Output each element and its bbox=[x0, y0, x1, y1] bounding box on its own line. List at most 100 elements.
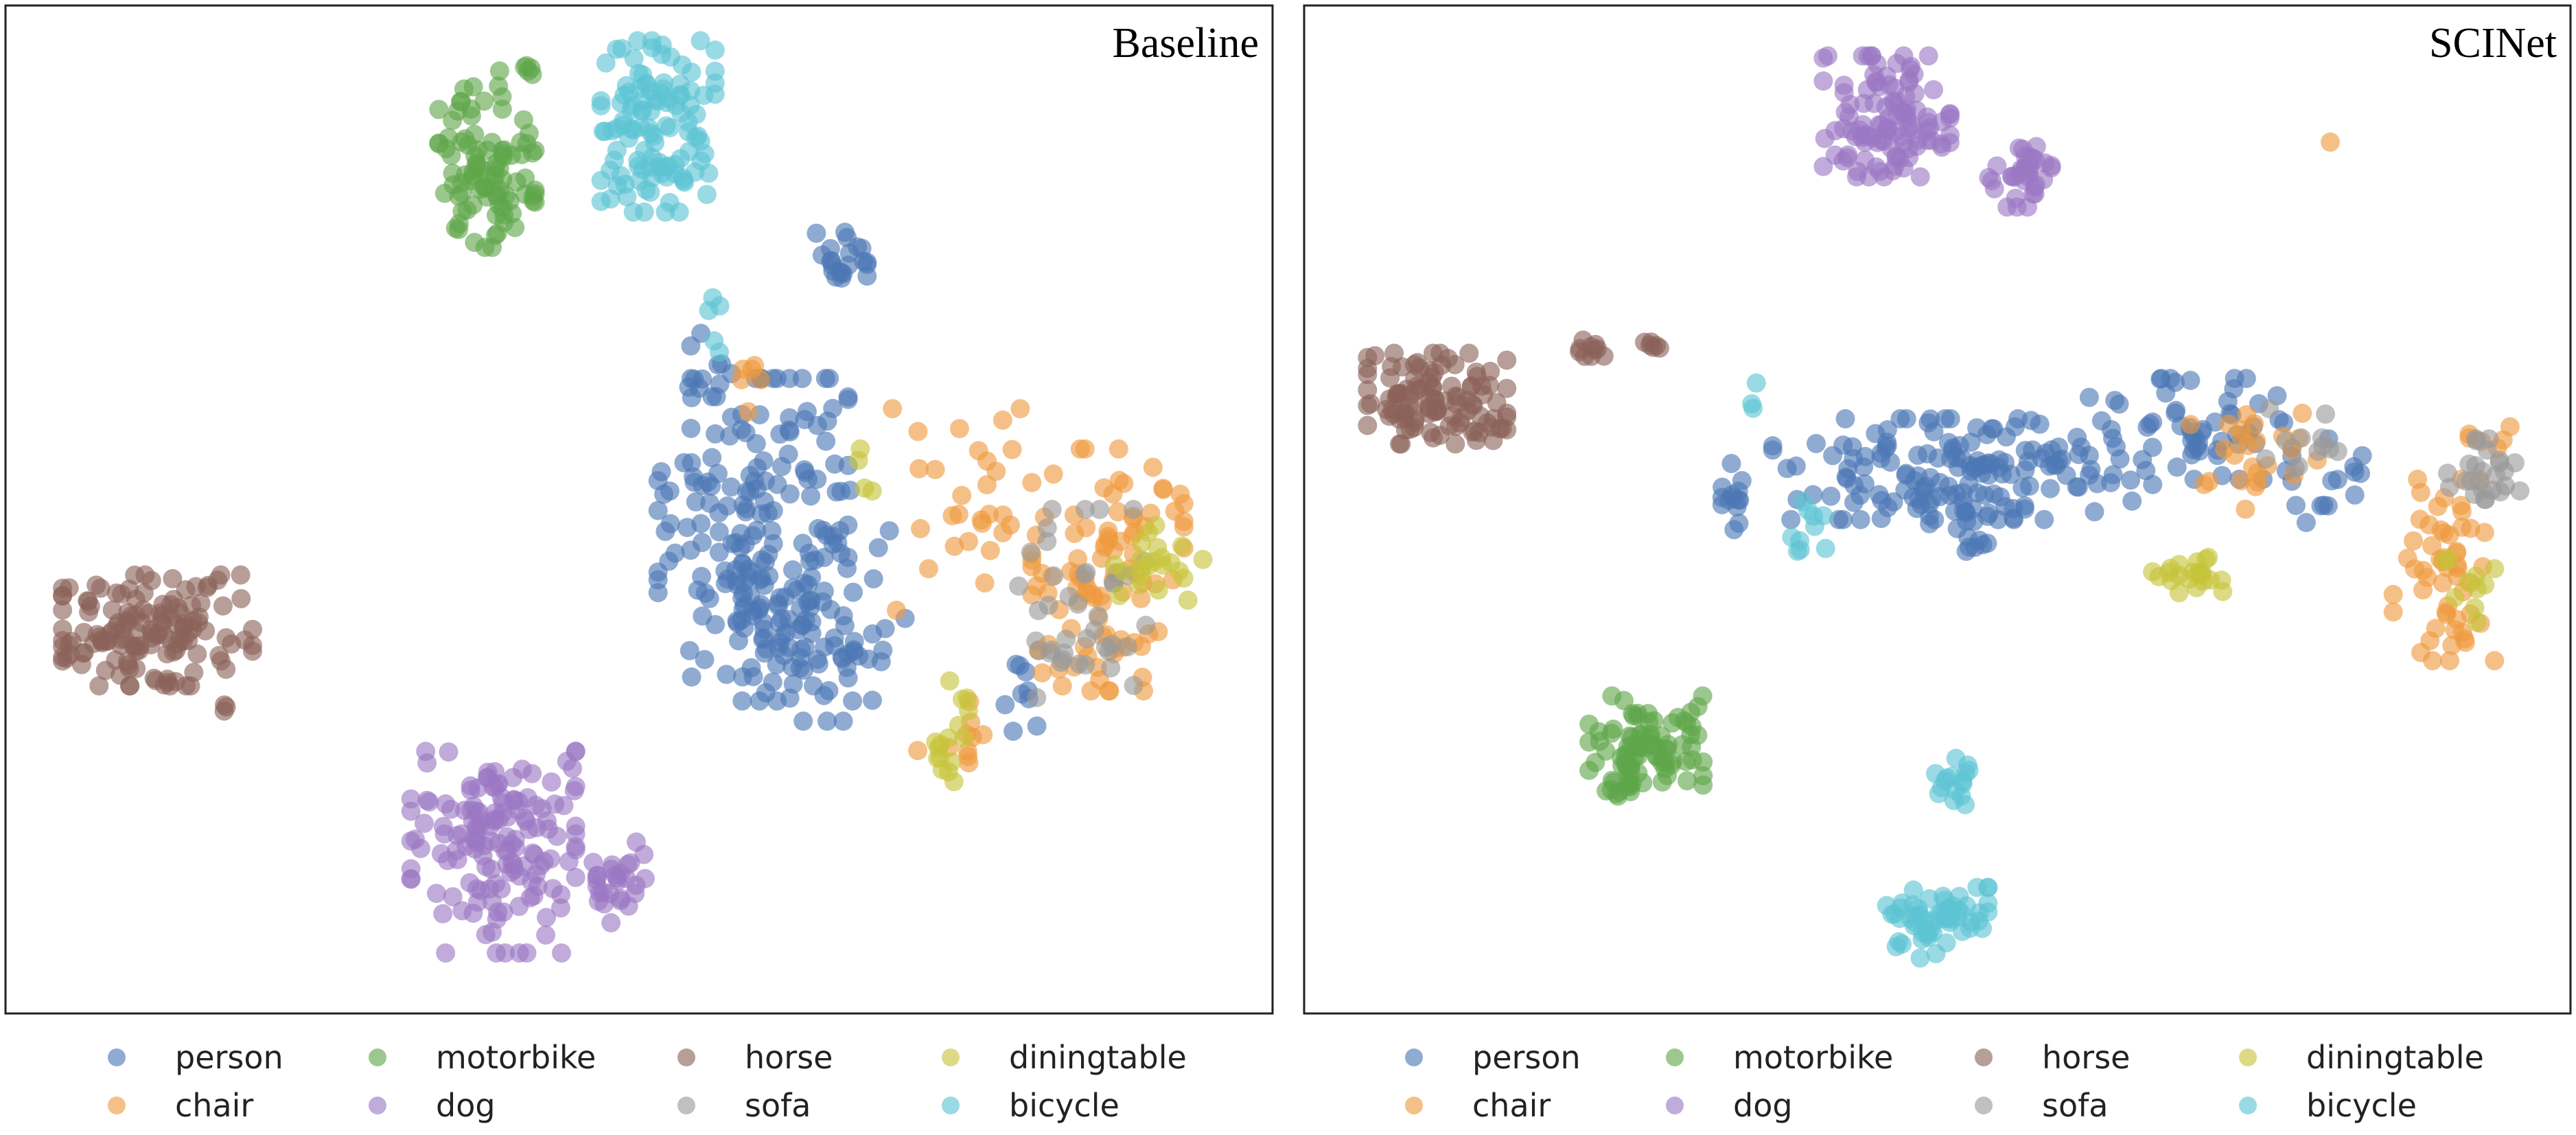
point-person bbox=[2311, 496, 2331, 516]
point-sofa bbox=[1037, 531, 1057, 551]
point-motorbike bbox=[445, 218, 465, 238]
point-bicycle bbox=[656, 116, 676, 136]
point-diningtable bbox=[2458, 572, 2478, 592]
point-bicycle bbox=[703, 288, 723, 308]
point-person bbox=[1977, 534, 1997, 553]
legend-label-bicycle: bicycle bbox=[2306, 1087, 2417, 1124]
point-chair bbox=[2451, 496, 2471, 516]
point-chair bbox=[2485, 651, 2505, 671]
point-bicycle bbox=[1935, 909, 1954, 929]
point-dog bbox=[1940, 104, 1960, 124]
point-person bbox=[863, 690, 882, 710]
point-sofa bbox=[2439, 477, 2459, 497]
point-person bbox=[1964, 512, 1984, 531]
point-dog bbox=[416, 742, 436, 761]
point-dog bbox=[2006, 188, 2026, 208]
point-dog bbox=[467, 829, 487, 849]
point-sofa bbox=[1088, 606, 1108, 626]
point-chair bbox=[2238, 435, 2258, 455]
point-bicycle bbox=[607, 176, 627, 196]
point-horse bbox=[71, 654, 91, 674]
point-person bbox=[798, 470, 818, 489]
point-motorbike bbox=[1678, 771, 1697, 791]
point-sofa bbox=[1101, 658, 1121, 678]
point-person bbox=[1821, 486, 1841, 506]
point-diningtable bbox=[850, 439, 870, 459]
point-chair bbox=[918, 559, 938, 579]
point-dog bbox=[498, 807, 518, 827]
point-person bbox=[995, 695, 1015, 715]
point-person bbox=[706, 387, 726, 406]
point-sofa bbox=[2475, 490, 2494, 509]
point-horse bbox=[163, 569, 183, 588]
point-motorbike bbox=[489, 196, 509, 216]
legend-marker-person bbox=[1405, 1048, 1423, 1066]
point-dog bbox=[635, 869, 655, 888]
point-diningtable bbox=[1104, 555, 1124, 575]
point-person bbox=[2181, 371, 2201, 390]
point-person bbox=[2166, 403, 2185, 423]
point-chair bbox=[887, 600, 906, 620]
point-motorbike bbox=[1676, 752, 1696, 772]
point-dog bbox=[1918, 46, 1938, 66]
point-person bbox=[2156, 383, 2176, 403]
point-chair bbox=[1010, 399, 1030, 419]
point-horse bbox=[187, 644, 207, 664]
point-person bbox=[1878, 498, 1898, 518]
point-person bbox=[686, 492, 706, 512]
point-motorbike bbox=[1644, 711, 1664, 731]
point-horse bbox=[118, 655, 138, 675]
point-chair bbox=[1170, 484, 1190, 504]
point-bicycle bbox=[1931, 778, 1951, 798]
point-person bbox=[706, 424, 726, 444]
point-bicycle bbox=[634, 202, 654, 222]
point-horse bbox=[118, 603, 138, 622]
point-bicycle bbox=[614, 111, 634, 130]
point-chair bbox=[1043, 464, 1063, 484]
point-person bbox=[816, 431, 836, 451]
point-horse bbox=[134, 583, 154, 603]
point-dog bbox=[1924, 80, 1943, 100]
legend: person chair motorbike dog horse sofa diningta… bbox=[1405, 1039, 2484, 1124]
point-dog bbox=[564, 781, 584, 801]
point-person bbox=[771, 609, 791, 629]
point-dog bbox=[587, 865, 607, 885]
point-person bbox=[1935, 409, 1955, 428]
point-chair bbox=[993, 410, 1012, 430]
point-motorbike bbox=[448, 101, 467, 121]
point-motorbike bbox=[434, 183, 454, 203]
point-motorbike bbox=[489, 61, 509, 81]
point-dog bbox=[552, 943, 571, 963]
point-motorbike bbox=[1693, 766, 1713, 786]
point-person bbox=[746, 434, 766, 454]
point-person bbox=[1972, 455, 1992, 475]
point-person bbox=[2079, 466, 2099, 485]
point-horse bbox=[53, 600, 73, 620]
point-person bbox=[750, 570, 770, 590]
legend-marker-horse bbox=[1975, 1048, 1993, 1066]
legend-marker-motorbike bbox=[369, 1048, 386, 1066]
point-horse bbox=[1497, 350, 1517, 370]
point-motorbike bbox=[452, 201, 472, 221]
point-horse bbox=[147, 626, 167, 645]
point-person bbox=[2236, 369, 2256, 389]
point-chair bbox=[2442, 635, 2462, 655]
point-person bbox=[1909, 490, 1929, 509]
point-sofa bbox=[1124, 500, 1144, 519]
point-chair bbox=[2181, 415, 2201, 435]
legend-marker-bicycle bbox=[942, 1097, 960, 1114]
point-sofa bbox=[1021, 542, 1041, 562]
legend-label-motorbike: motorbike bbox=[1733, 1039, 1893, 1076]
point-chair bbox=[2383, 584, 2403, 604]
point-bicycle bbox=[1978, 878, 1998, 897]
point-person bbox=[1724, 520, 1744, 540]
point-dog bbox=[506, 838, 525, 858]
point-chair bbox=[1153, 479, 1173, 498]
point-person bbox=[1952, 449, 1972, 469]
point-horse bbox=[1489, 419, 1509, 439]
point-dog bbox=[520, 888, 540, 908]
point-person bbox=[747, 520, 767, 540]
point-horse bbox=[1404, 355, 1424, 375]
point-person bbox=[695, 650, 715, 669]
point-person bbox=[732, 691, 752, 711]
